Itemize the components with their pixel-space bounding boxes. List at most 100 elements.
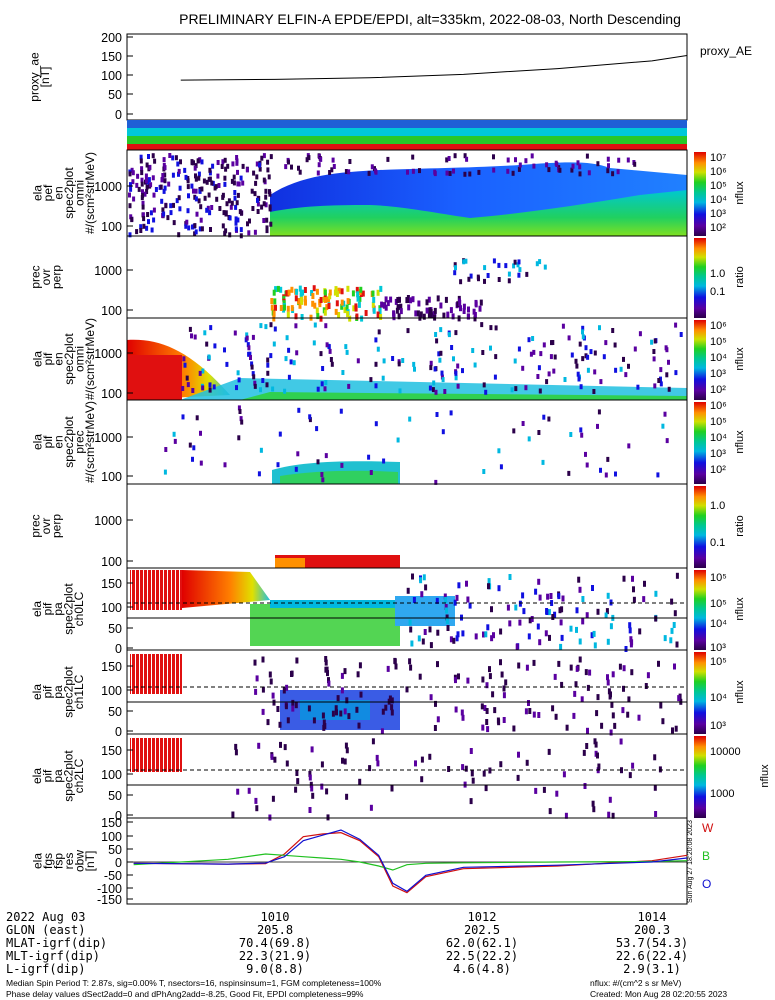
plot-title: PRELIMINARY ELFIN-A EPDE/EPDI, alt=335km…: [179, 11, 681, 27]
colorbar-3-label: nflux: [734, 347, 746, 371]
panel-0-ticklabel-0: 200: [101, 31, 122, 45]
x-tick-1012: 1012: [468, 910, 497, 924]
colorbar-1-tick-1: 10⁶: [710, 166, 727, 178]
panel-0-ticklabel-3: 50: [108, 88, 122, 102]
panel-8-ylabel-2: pa: [51, 769, 65, 783]
side-stamp: Sun Aug 27 18:20:08 2023: [687, 820, 694, 903]
colorbar-3-tick-0: 10⁶: [710, 320, 727, 332]
panel-1-ylabel-0: ela: [31, 185, 45, 201]
panel-4-ylabel-0: ela: [31, 434, 45, 450]
footer: 2022 Aug 03 1010 1012 1014 GLON (east) 2…: [6, 910, 727, 999]
status-bar-4: [127, 144, 687, 150]
panel-9-ticklabel-5: -100: [97, 882, 122, 896]
panel-3-ticklabel-0: 1000: [94, 347, 122, 361]
footer-note-2: Phase delay values dSect2add=0 and dPhAn…: [6, 989, 364, 999]
panel-1-ylabel-4: omni: [73, 180, 87, 206]
fgs-legend-B: B: [702, 849, 710, 863]
panel-8-ticklabel-1: 100: [101, 768, 122, 782]
colorbar-6-label: nflux: [734, 597, 746, 621]
panel-5-ylabel-0: prec: [28, 514, 42, 537]
panel-4-ylabel-5: #/(scm²strMeV): [83, 401, 97, 483]
panel-9-ylabel-2: fsp: [52, 853, 66, 869]
panel-5-frame: [126, 483, 688, 569]
colorbar-3-tick-3: 10³: [710, 368, 726, 380]
ion-omni-spectrogram: [127, 322, 687, 400]
panel-8-ylabel-0: ela: [30, 768, 44, 784]
panel-5-ticklabel-1: 100: [101, 555, 122, 569]
panel-4-ticklabel-0: 1000: [94, 431, 122, 445]
pa-ch2-spectrogram: [127, 738, 687, 821]
colorbar-2-tick-0: 1.0: [710, 268, 725, 280]
panel-3-ylabel-5: #/(scm²strMeV): [83, 318, 97, 400]
colorbar-3-tick-4: 10²: [710, 384, 726, 396]
panel-6-ylabel-3: spec2plot: [61, 583, 75, 635]
panels-group: [126, 33, 688, 905]
panel-8-ticklabel-2: 50: [108, 789, 122, 803]
panel-9-ticklabel-1: 100: [101, 830, 122, 844]
fgs-legend-W: W: [702, 821, 714, 835]
panel-6-ticklabel-2: 50: [108, 622, 122, 636]
colorbar-2: [694, 238, 706, 318]
fgs-line-O: [133, 829, 688, 893]
status-bar-1: [127, 120, 687, 128]
panel-3-ylabel-4: omni: [73, 346, 87, 372]
panel-1-ylabel-3: spec2plot: [62, 167, 76, 219]
colorbar-1-tick-2: 10⁵: [710, 180, 727, 192]
colorbars: [694, 152, 706, 818]
colorbar-1-label: nflux: [734, 181, 746, 205]
panel-1-ylabel-2: en: [52, 186, 66, 199]
colorbar-4-tick-1: 10⁵: [710, 416, 727, 428]
panel-9-ticklabel-6: -150: [97, 893, 122, 907]
panel-8-ylabel-4: ch2LC: [72, 758, 86, 793]
panel-9-ylabel-4: obw: [73, 850, 87, 872]
panel-1-ylabel-1: pef: [41, 184, 55, 201]
panel-2-ylabel-0: prec: [28, 265, 42, 288]
panel-8-ylabel-1: pif: [40, 769, 54, 782]
panel-5-ylabel-1: ovr: [39, 518, 53, 535]
panel-9-ylabel-0: ela: [31, 853, 45, 869]
electron-omni-spectrogram: [127, 150, 687, 239]
footer-note-4: Created: Mon Aug 28 02:20:55 2023: [590, 989, 727, 999]
ion-prec-spectrogram: [163, 405, 669, 485]
colorbar-4-tick-3: 10³: [710, 448, 726, 460]
l-3: 2.9(3.1): [623, 962, 681, 976]
footer-l-label: L-igrf(dip): [6, 962, 85, 976]
panel-0-ticklabel-1: 150: [101, 50, 122, 64]
footer-mlt-label: MLT-igrf(dip): [6, 949, 100, 963]
panel-6-ticklabel-0: 150: [101, 577, 122, 591]
l-1: 9.0(8.8): [246, 962, 304, 976]
mlt-3: 22.6(22.4): [616, 949, 688, 963]
panel-9-ticklabel-3: 0: [115, 856, 122, 870]
panel-4-ylabel-2: en: [52, 435, 66, 448]
panel-3-ticklabel-1: 100: [101, 387, 122, 401]
colorbar-4-label: nflux: [734, 430, 746, 454]
colorbar-4: [694, 402, 706, 484]
panel-2-ylabel-2: perp: [49, 265, 63, 289]
colorbar-3-tick-1: 10⁵: [710, 336, 727, 348]
colorbar-6: [694, 570, 706, 650]
panel-9-ticklabel-4: -50: [104, 869, 122, 883]
panel-5-ylabel-2: perp: [49, 514, 63, 538]
panel-0-ticklabel-4: 0: [115, 108, 122, 122]
footer-glon-label: GLON (east): [6, 923, 85, 937]
panel-0-ylabel-1: [nT]: [38, 67, 52, 88]
colorbar-5-label: ratio: [734, 515, 746, 536]
panel-7-ylabel-3: spec2plot: [61, 666, 75, 718]
colorbar-1-tick-0: 10⁷: [710, 152, 726, 164]
panel-8-frame: [126, 733, 688, 819]
colorbar-3: [694, 320, 706, 400]
proxy-ae-line: [180, 54, 688, 81]
panel-4-ylabel-3: spec2plot: [62, 416, 76, 468]
panel-7-ticklabel-0: 150: [101, 660, 122, 674]
panel-6-ylabel-4: ch0LC: [72, 591, 86, 626]
colorbar-5-tick-1: 0.1: [710, 537, 725, 549]
mlt-2: 22.5(22.2): [446, 949, 518, 963]
colorbar-4-tick-0: 10⁶: [710, 400, 727, 412]
colorbar-7-label: nflux: [734, 680, 746, 704]
panel-3-ylabel-3: spec2plot: [62, 333, 76, 385]
colorbar-1-tick-5: 10²: [710, 222, 726, 234]
panel-1-ticklabel-0: 1000: [94, 180, 122, 194]
panel-6-ylabel-1: pif: [40, 602, 54, 615]
footer-date-label: 2022 Aug 03: [6, 910, 85, 924]
